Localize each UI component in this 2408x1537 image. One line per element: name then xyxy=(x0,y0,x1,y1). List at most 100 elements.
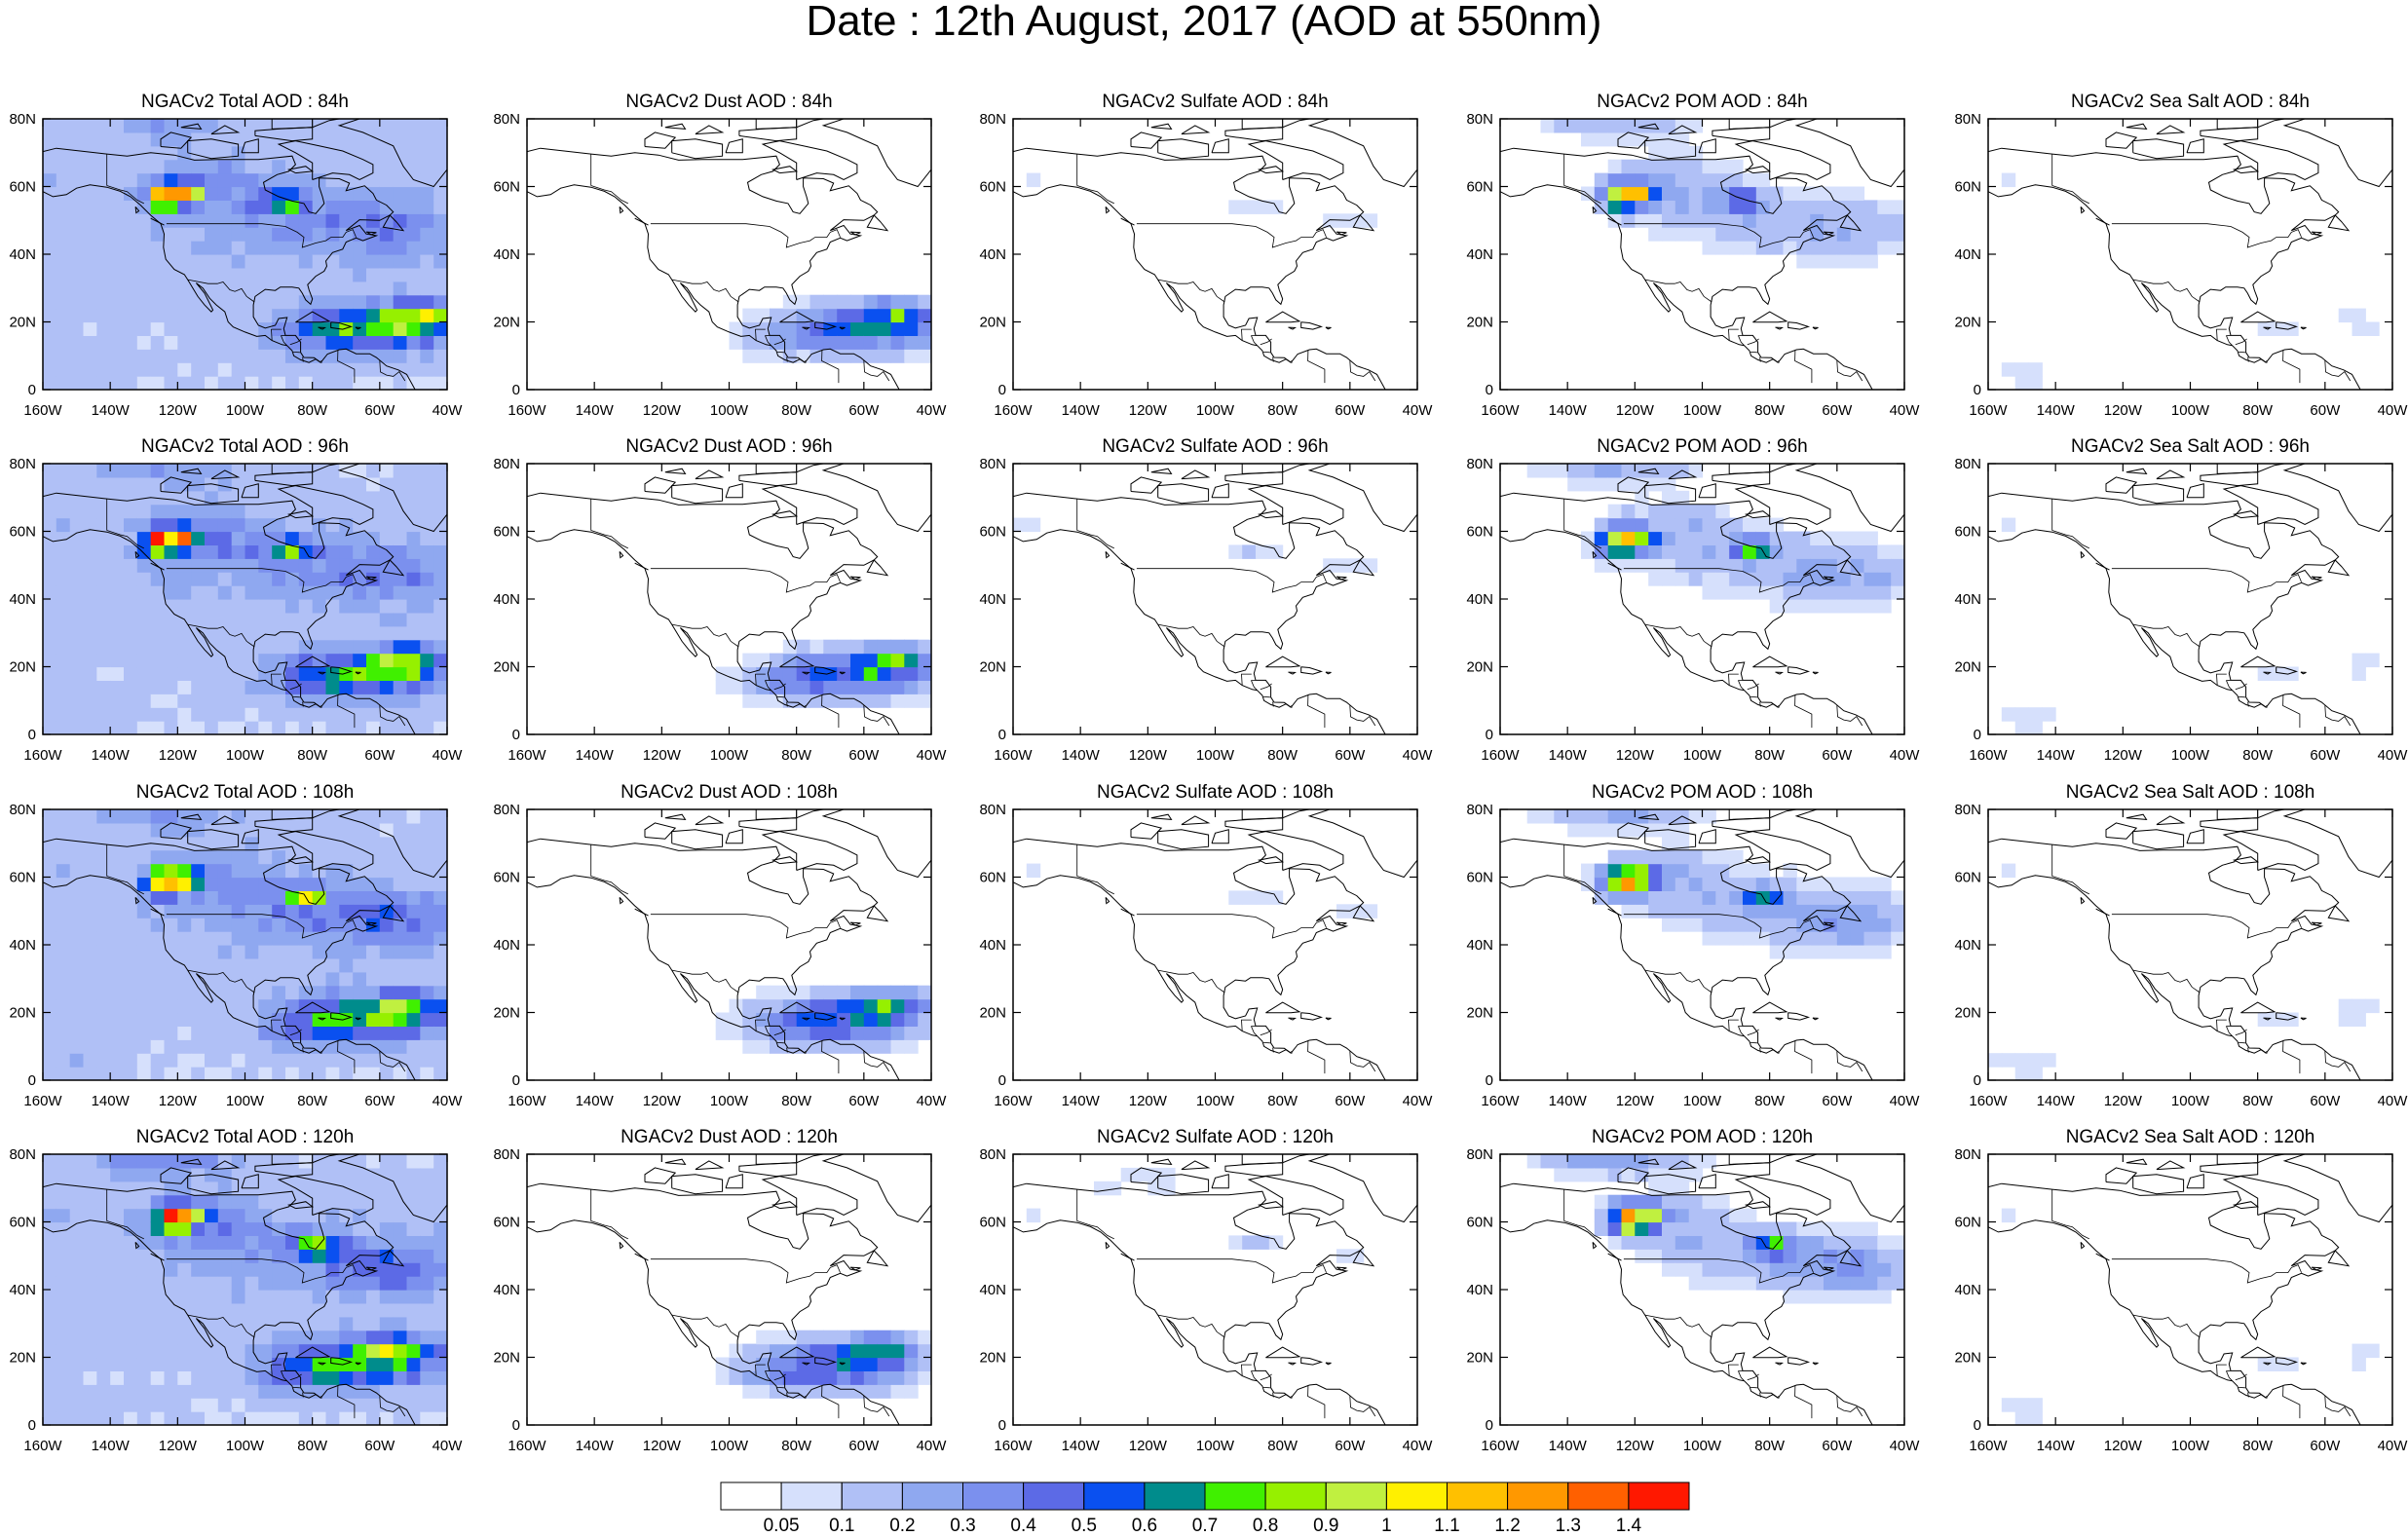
aod-cell xyxy=(809,1370,824,1385)
aod-cell xyxy=(379,200,395,214)
aod-cell xyxy=(124,945,138,959)
aod-cell xyxy=(217,321,233,336)
lon-tick-label: 80W xyxy=(1754,747,1786,764)
lat-tick-label: 40N xyxy=(9,591,36,608)
aod-cell xyxy=(124,1235,138,1250)
aod-cell xyxy=(1783,945,1797,959)
aod-cell xyxy=(205,308,219,323)
aod-cell xyxy=(217,281,233,296)
aod-cell xyxy=(191,849,206,865)
aod-cell xyxy=(1810,1235,1825,1250)
lon-tick-label: 40W xyxy=(2378,402,2408,419)
aod-cell xyxy=(245,1067,259,1080)
aod-cell xyxy=(191,1330,206,1345)
aod-cell xyxy=(217,599,233,614)
aod-cell xyxy=(285,863,300,879)
aod-cell xyxy=(231,544,246,559)
aod-cell xyxy=(312,281,327,296)
aod-cell xyxy=(353,1316,367,1331)
aod-cell xyxy=(782,680,798,694)
aod-cell xyxy=(258,809,273,824)
aod-cell xyxy=(96,1167,111,1182)
aod-cell xyxy=(1836,1221,1852,1236)
aod-cell xyxy=(339,213,354,228)
aod-cell xyxy=(177,1053,192,1068)
aod-cell xyxy=(83,612,97,627)
lat-tick-label: 80N xyxy=(493,1146,520,1163)
lon-tick-label: 140W xyxy=(2037,402,2076,419)
panel-title: NGACv2 Sulfate AOD : 96h xyxy=(1102,436,1329,457)
lon-tick-label: 160W xyxy=(994,747,1033,764)
aod-cell xyxy=(339,159,354,174)
aod-cell xyxy=(1743,931,1757,946)
aod-cell xyxy=(1796,1262,1811,1277)
aod-cell xyxy=(742,1026,757,1040)
aod-cell xyxy=(83,281,97,296)
aod-cell xyxy=(770,680,784,694)
aod-cell xyxy=(110,957,125,973)
lat-tick-label: 0 xyxy=(1974,727,1981,743)
aod-cell xyxy=(729,1343,743,1359)
aod-cell xyxy=(191,694,206,708)
aod-cell xyxy=(1621,1208,1636,1223)
aod-cell xyxy=(217,241,233,255)
aod-cell xyxy=(83,931,97,946)
aod-cell xyxy=(285,1370,300,1385)
aod-cell xyxy=(2001,517,2016,533)
aod-cell xyxy=(1796,945,1811,959)
panel-title: NGACv2 POM AOD : 84h xyxy=(1597,92,1808,112)
aod-cell xyxy=(420,504,434,519)
lon-tick-label: 60W xyxy=(364,1093,395,1109)
aod-cell xyxy=(245,572,259,586)
aod-cell xyxy=(298,490,314,506)
aod-cell xyxy=(1363,558,1378,573)
aod-cell xyxy=(177,531,192,545)
aod-cell xyxy=(150,680,166,694)
aod-cell xyxy=(742,1039,757,1054)
aod-cell xyxy=(69,694,85,708)
aod-cell xyxy=(325,1411,340,1425)
aod-cell xyxy=(231,349,246,363)
aod-cell xyxy=(379,531,395,545)
aod-cell xyxy=(205,172,219,188)
aod-cell xyxy=(353,998,367,1014)
aod-cell xyxy=(1783,531,1797,545)
aod-cell xyxy=(393,335,408,350)
aod-cell xyxy=(177,985,192,1000)
lon-tick-label: 40W xyxy=(917,402,948,419)
aod-cell xyxy=(124,145,138,161)
aod-cell xyxy=(150,721,166,734)
aod-cell xyxy=(298,1384,314,1399)
aod-cell xyxy=(96,119,111,133)
aod-cell xyxy=(1863,1262,1878,1277)
aod-cell xyxy=(406,931,421,946)
aod-cell xyxy=(258,131,273,147)
aod-cell xyxy=(312,321,327,336)
aod-cell xyxy=(406,1249,421,1263)
lon-tick-label: 140W xyxy=(92,1438,131,1454)
aod-cell xyxy=(770,1012,784,1027)
aod-cell xyxy=(69,1221,85,1236)
aod-cell xyxy=(245,666,259,681)
aod-cell xyxy=(904,1330,919,1345)
aod-cell xyxy=(809,694,824,708)
panel-sulfate-84h: NGACv2 Sulfate AOD : 84h 160W 140W 120W 100W… xyxy=(970,90,1452,421)
aod-cell xyxy=(83,1357,97,1371)
aod-cell xyxy=(205,585,219,600)
aod-cell xyxy=(837,1343,851,1359)
aod-cell xyxy=(124,200,138,214)
aod-cell xyxy=(43,335,57,350)
aod-cell xyxy=(796,985,811,1000)
aod-cell xyxy=(136,321,152,336)
aod-cell xyxy=(205,213,219,228)
aod-cell xyxy=(1810,1221,1825,1236)
aod-cell xyxy=(863,349,879,363)
aod-cell xyxy=(177,254,192,269)
aod-cell xyxy=(379,131,395,147)
aod-cell xyxy=(110,904,125,918)
aod-cell xyxy=(312,1398,327,1412)
aod-cell xyxy=(150,890,166,905)
aod-cell xyxy=(258,335,273,350)
lat-tick-label: 60N xyxy=(1466,524,1493,541)
aod-cell xyxy=(1810,254,1825,269)
